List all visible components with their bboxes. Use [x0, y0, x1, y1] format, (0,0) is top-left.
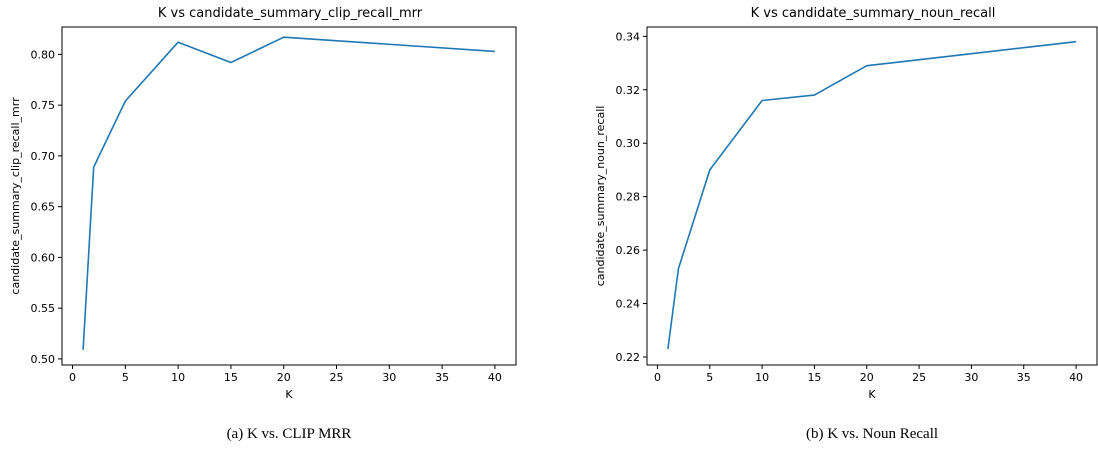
x-tick-label: 15 — [807, 371, 821, 384]
x-tick-label: 5 — [122, 371, 129, 384]
chart-b-x-ticks: 0 5 10 15 20 25 30 35 40 — [654, 365, 1083, 384]
chart-b-series-line — [667, 40, 1077, 350]
chart-a-caption: (a) K vs. CLIP MRR — [227, 426, 352, 442]
y-tick-label: 0.70 — [31, 150, 56, 163]
x-tick-label: 20 — [277, 371, 291, 384]
y-tick-label: 0.26 — [616, 244, 641, 257]
x-tick-label: 25 — [912, 371, 926, 384]
chart-b-caption: (b) K vs. Noun Recall — [806, 426, 938, 442]
y-tick-label: 0.55 — [31, 302, 56, 315]
x-tick-label: 5 — [706, 371, 713, 384]
x-tick-label: 10 — [171, 371, 185, 384]
chart-b-y-axis-label: candidate_summary_noun_recall — [594, 106, 607, 287]
y-tick-label: 0.60 — [31, 251, 56, 264]
chart-b-title: K vs candidate_summary_noun_recall — [751, 6, 996, 21]
x-tick-label: 35 — [435, 371, 449, 384]
y-tick-label: 0.34 — [616, 30, 641, 43]
chart-panel-b: K vs candidate_summary_noun_recall 0 5 10 1… — [594, 6, 1098, 442]
y-tick-label: 0.30 — [616, 137, 641, 150]
y-tick-label: 0.24 — [616, 298, 641, 311]
x-tick-label: 0 — [69, 371, 76, 384]
y-tick-label: 0.22 — [616, 351, 641, 364]
chart-a-title: K vs candidate_summary_clip_recall_mrr — [158, 6, 423, 21]
y-tick-label: 0.75 — [31, 99, 56, 112]
chart-a-x-axis-label: K — [285, 388, 293, 401]
y-tick-label: 0.50 — [31, 353, 56, 366]
chart-a-plot-frame — [61, 26, 517, 366]
x-tick-label: 10 — [755, 371, 769, 384]
chart-a-series-line — [82, 36, 495, 350]
chart-a-y-axis-label: candidate_summary_clip_recall_mrr — [9, 97, 22, 295]
y-tick-label: 0.65 — [31, 201, 56, 214]
x-tick-label: 30 — [964, 371, 978, 384]
y-tick-label: 0.28 — [616, 191, 641, 204]
x-tick-label: 0 — [654, 371, 661, 384]
x-tick-label: 30 — [382, 371, 396, 384]
chart-a-y-ticks: 0.50 0.55 0.60 0.65 0.70 0.75 0.80 — [31, 48, 62, 366]
x-tick-label: 20 — [860, 371, 874, 384]
x-tick-label: 40 — [1069, 371, 1083, 384]
x-tick-label: 15 — [224, 371, 238, 384]
y-tick-label: 0.32 — [616, 84, 641, 97]
y-tick-label: 0.80 — [31, 48, 56, 61]
chart-panel-a: K vs candidate_summary_clip_recall_mrr 0… — [9, 6, 517, 442]
chart-a-x-ticks: 0 5 10 15 20 25 30 35 40 — [69, 365, 502, 384]
chart-b-plot-frame — [646, 26, 1098, 366]
x-tick-label: 25 — [330, 371, 344, 384]
chart-b-y-ticks: 0.22 0.24 0.26 0.28 0.30 0.32 0.34 — [616, 30, 647, 364]
chart-b-x-axis-label: K — [868, 388, 876, 401]
x-tick-label: 40 — [488, 371, 502, 384]
x-tick-label: 35 — [1017, 371, 1031, 384]
